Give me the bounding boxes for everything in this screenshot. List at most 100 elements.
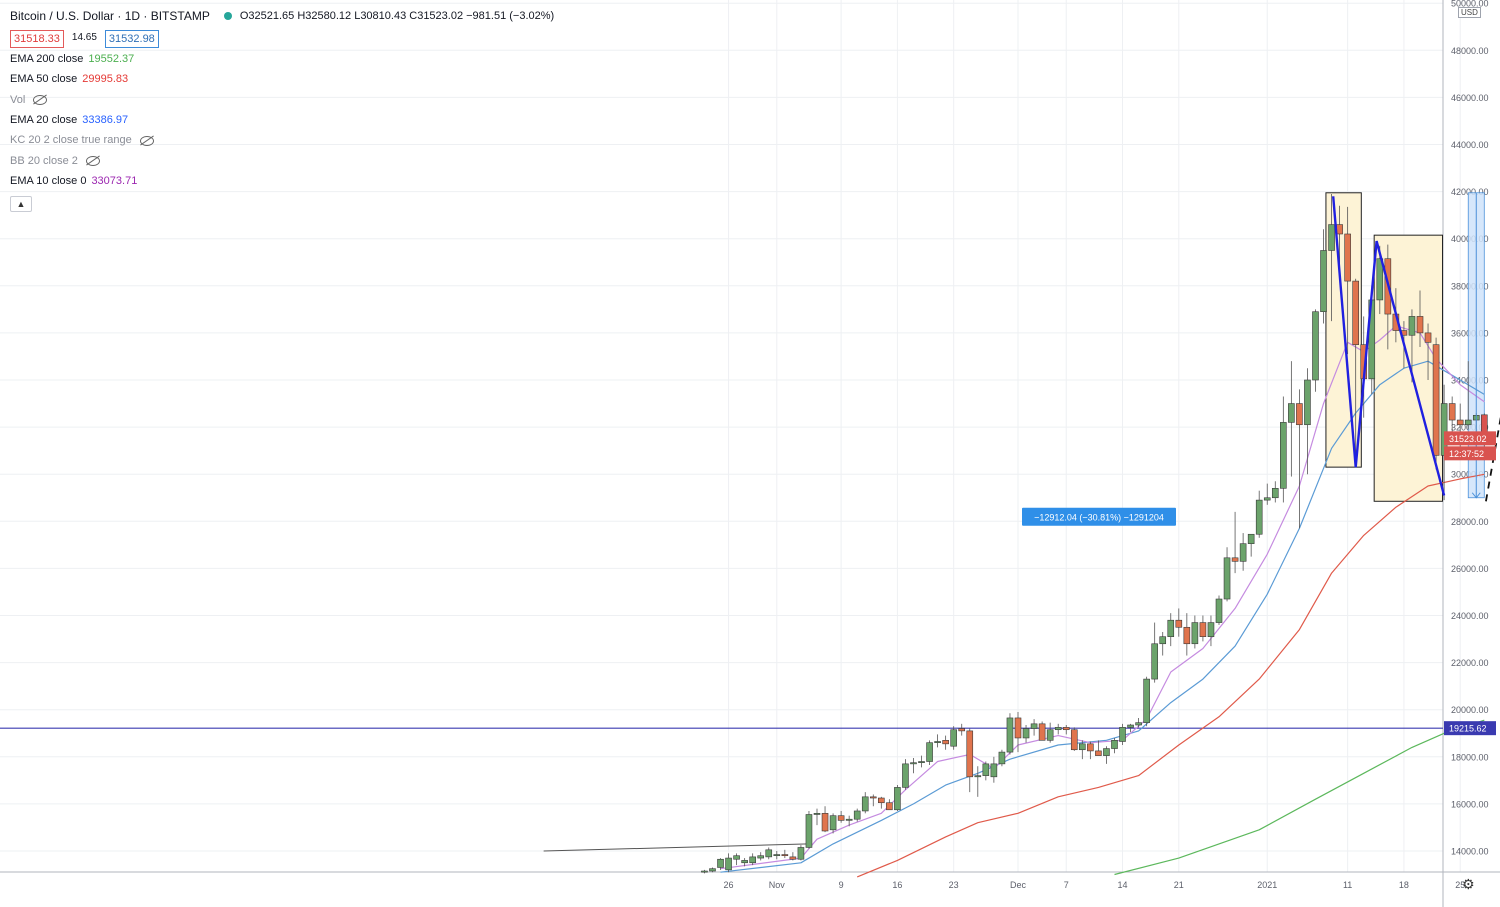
candle-body <box>1199 622 1207 637</box>
time-tick-label: 16 <box>892 880 902 890</box>
ema10-line <box>720 325 1485 870</box>
price-tick-label: 50000.00 <box>1451 0 1489 9</box>
zigzag-pattern <box>1332 196 1446 496</box>
candle-body <box>1215 598 1223 623</box>
indicator-row[interactable]: EMA 10 close 0 33073.71 <box>10 171 554 191</box>
candle-body <box>1207 622 1215 637</box>
time-tick-label: 9 <box>839 880 844 890</box>
measure-label: −12912.04 (−30.81%) −1291204 <box>1034 512 1164 522</box>
candle-body <box>709 868 716 872</box>
indicator-name: EMA 50 close <box>10 73 78 86</box>
time-tick-label: 23 <box>949 880 959 890</box>
candle-body <box>1408 316 1416 336</box>
indicator-row[interactable]: EMA 50 close 29995.83 <box>10 69 554 89</box>
hidden-eye-icon[interactable] <box>85 156 100 167</box>
indicator-name: BB 20 close 2 <box>10 154 78 167</box>
price-tick-label: 48000.00 <box>1451 46 1489 56</box>
candle-body <box>1175 619 1183 628</box>
trendline <box>543 843 809 852</box>
candle-body <box>1062 727 1070 731</box>
time-tick-label: 11 <box>1343 880 1352 890</box>
sell-price[interactable]: 31518.33 <box>10 29 64 48</box>
price-tick-label: 46000.00 <box>1451 93 1489 103</box>
candle-body <box>1280 422 1287 489</box>
buy-price[interactable]: 31532.98 <box>104 29 159 48</box>
candle-body <box>966 730 974 778</box>
candle-body <box>998 751 1006 765</box>
candle-body <box>1127 724 1134 728</box>
candle-body <box>749 856 756 864</box>
candle-body <box>725 857 732 871</box>
candle-body <box>886 802 893 811</box>
ema200-line <box>1114 719 1485 876</box>
last-price-label-bg <box>1444 431 1496 446</box>
indicator-row[interactable]: EMA 200 close 19552.37 <box>10 49 554 69</box>
ohlc-values: O32521.65 H32580.12 L30810.43 C31523.02 … <box>239 10 555 22</box>
candle-body <box>733 855 740 860</box>
indicator-row[interactable]: BB 20 close 2 <box>10 151 554 171</box>
candle-body <box>910 762 917 765</box>
candle-body <box>1255 499 1263 535</box>
hidden-eye-icon[interactable] <box>139 135 154 146</box>
candle-body <box>1304 379 1311 426</box>
candle-body <box>1263 497 1271 501</box>
ema50-line <box>856 473 1485 878</box>
chart-grid <box>0 0 1461 872</box>
collapse-legend-button[interactable]: ▲ <box>10 195 32 212</box>
candle-body <box>1151 643 1158 680</box>
candle-body <box>878 797 885 804</box>
candle-body <box>1416 316 1424 334</box>
time-tick-label: 7 <box>1064 880 1069 890</box>
candle-body <box>1424 332 1432 343</box>
candle-body <box>717 858 724 868</box>
hline-price-label: 19215.62 <box>1449 724 1487 734</box>
candle-body <box>1432 344 1440 456</box>
time-tick-label: 25 <box>1455 880 1465 890</box>
symbol-title[interactable]: Bitcoin / U.S. Dollar · 1D · BITSTAMP <box>10 9 210 23</box>
price-tick-label: 22000.00 <box>1451 658 1489 668</box>
candle-body <box>773 854 781 857</box>
candle-body <box>934 741 941 743</box>
price-tick-label: 42000.00 <box>1451 187 1489 197</box>
indicator-row[interactable]: EMA 20 close 33386.97 <box>10 110 554 130</box>
candle-body <box>1143 678 1150 723</box>
indicator-row[interactable]: Vol <box>10 90 554 110</box>
currency-label[interactable]: USD <box>1458 7 1481 18</box>
candle-body <box>1079 743 1086 751</box>
indicator-row[interactable]: KC 20 2 close true range <box>10 130 554 150</box>
candle-body <box>1095 750 1102 756</box>
candle-body <box>741 860 748 864</box>
indicator-value: 33073.71 <box>91 175 138 188</box>
price-tick-label: 28000.00 <box>1451 517 1489 527</box>
candle-body <box>1159 636 1167 645</box>
candle-body <box>918 761 925 763</box>
indicator-name: EMA 20 close <box>10 114 78 127</box>
candle-body <box>1070 729 1078 751</box>
gear-icon[interactable]: ⚙ <box>1462 876 1475 892</box>
indicator-name: EMA 200 close <box>10 52 84 65</box>
indicator-value: 29995.83 <box>82 73 129 86</box>
candle-body <box>821 813 829 832</box>
candle-body <box>1183 626 1191 645</box>
candle-body <box>1456 419 1464 426</box>
time-tick-label: 18 <box>1399 880 1409 890</box>
candle-body <box>1344 233 1351 282</box>
candle-body <box>1030 723 1038 729</box>
candle-body <box>829 815 837 831</box>
candle-body <box>1312 311 1319 381</box>
candle-body <box>845 818 853 821</box>
candle-body <box>1167 619 1175 637</box>
candle-body <box>1328 224 1335 251</box>
measure-arrowhead <box>1471 492 1481 499</box>
hidden-eye-icon[interactable] <box>33 94 48 105</box>
candle-body <box>1191 622 1199 645</box>
candle-body <box>1014 717 1022 739</box>
candle-body <box>1376 258 1384 301</box>
price-tick-label: 44000.00 <box>1451 140 1489 150</box>
countdown-label-bg <box>1444 446 1496 461</box>
candle-body <box>958 728 966 732</box>
indicator-name: EMA 10 close 0 <box>10 175 87 188</box>
candle-body <box>1320 250 1327 313</box>
candle-body <box>1223 557 1231 600</box>
